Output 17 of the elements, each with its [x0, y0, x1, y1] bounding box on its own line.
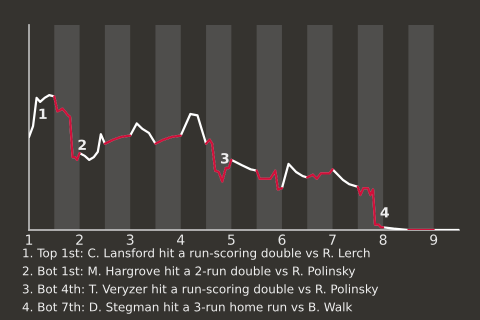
- x-tick-label: 2: [76, 234, 83, 245]
- x-tick-label: 9: [430, 234, 438, 245]
- annotation: 2: [78, 140, 86, 150]
- text: 1. Top 1st: C. Lansford hit a run-scoring double vs R. Lerch: [23, 248, 370, 260]
- annotation: 1: [40, 108, 47, 119]
- x-tick-label: 3: [126, 234, 134, 245]
- x-tick-label: 4: [177, 234, 184, 245]
- x-tick-label: 5: [228, 234, 235, 245]
- annotation: 4: [380, 207, 389, 218]
- x-tick-label: 8: [380, 234, 387, 245]
- text: 4. Bot 7th: D. Stegman hit a 3-run home run vs B. Walk: [22, 302, 352, 314]
- x-tick-label: 7: [329, 234, 336, 245]
- x-tick-label: 1: [26, 234, 32, 245]
- text: 2. Bot 1st: M. Hargrove hit a 2-run double vs R. Polinsky: [22, 266, 356, 278]
- x-tick-label: 6: [278, 234, 286, 245]
- annotation: 3: [220, 153, 229, 164]
- text: 3. Bot 4th: T. Veryzer hit a run-scoring double vs R. Polinsky: [22, 284, 378, 296]
